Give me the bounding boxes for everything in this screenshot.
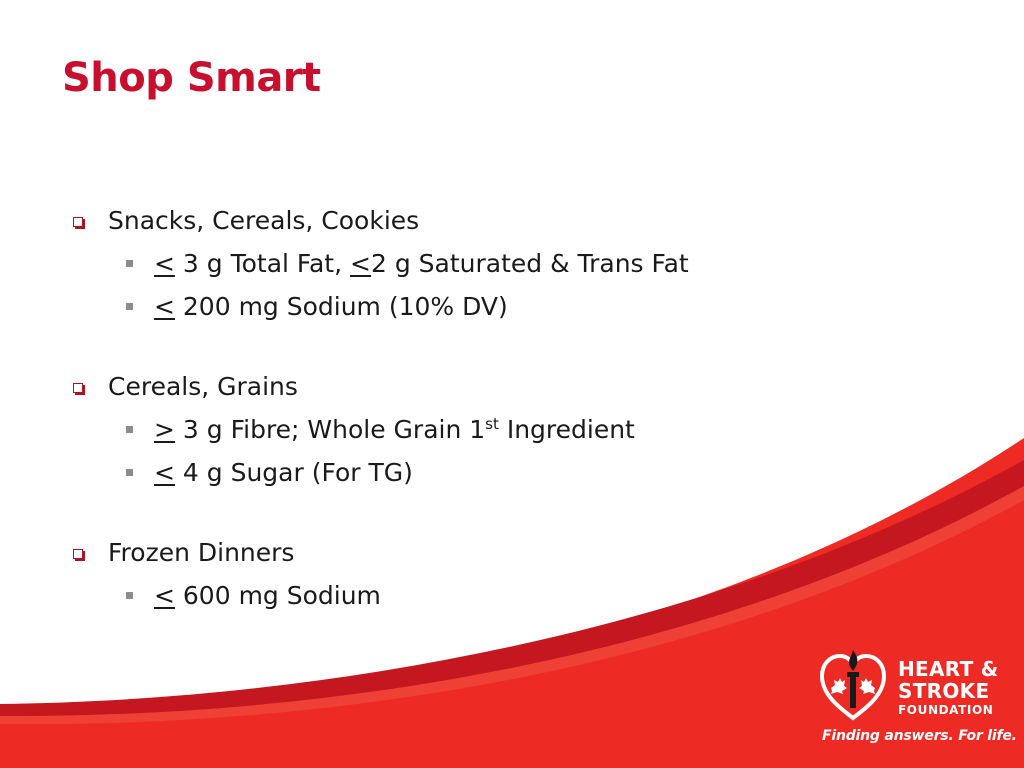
list-item-heading: Cereals, Grains [72,366,832,408]
hollow-square-bullet-icon [73,217,83,227]
logo-wordmark: HEART & STROKE FOUNDATION [898,658,999,718]
list-item: < 3 g Total Fat, <2 g Saturated & Trans … [72,242,832,285]
filled-square-bullet-icon [126,303,133,310]
comparison-symbol: < [154,249,175,278]
list-item-heading: Snacks, Cereals, Cookies [72,200,832,242]
section-cereals-grains: Cereals, Grains > 3 g Fibre; Whole Grain… [72,366,832,494]
item-text: 3 g Fibre; Whole Grain 1 [174,415,486,444]
section-heading: Cereals, Grains [108,372,298,401]
heart-and-stroke-logo: HEART & STROKE FOUNDATION Finding answer… [818,648,1017,748]
comparison-symbol: < [350,249,371,278]
item-text: 200 mg Sodium (10% DV) [174,292,508,321]
filled-square-bullet-icon [126,426,133,433]
logo-tagline: Finding answers. For life. [822,728,1017,744]
logo-line-stroke: STROKE [898,679,990,703]
hollow-square-bullet-icon [73,549,83,559]
list-item-heading: Frozen Dinners [72,532,832,574]
list-item: > 3 g Fibre; Whole Grain 1st Ingredient [72,408,832,451]
item-text: 4 g Sugar (For TG) [174,458,413,487]
filled-square-bullet-icon [126,592,133,599]
item-text: 2 g Saturated & Trans Fat [370,249,689,278]
comparison-symbol: < [154,581,175,610]
bullet-list: Snacks, Cereals, Cookies < 3 g Total Fat… [72,200,832,655]
filled-square-bullet-icon [126,469,133,476]
logo-line-foundation: FOUNDATION [898,703,994,717]
filled-square-bullet-icon [126,260,133,267]
comparison-symbol: > [154,415,175,444]
comparison-symbol: < [154,292,175,321]
list-item: < 600 mg Sodium [72,574,832,617]
section-snacks: Snacks, Cereals, Cookies < 3 g Total Fat… [72,200,832,328]
section-heading: Snacks, Cereals, Cookies [108,206,420,235]
superscript: st [485,415,499,433]
item-text: 600 mg Sodium [174,581,381,610]
comparison-symbol: < [154,458,175,487]
item-text: 3 g Total Fat, [174,249,351,278]
list-item: < 200 mg Sodium (10% DV) [72,285,832,328]
heart-torch-maple-leaf-logo [819,650,887,721]
list-item: < 4 g Sugar (For TG) [72,451,832,494]
section-frozen-dinners: Frozen Dinners < 600 mg Sodium [72,532,832,617]
slide-title: Shop Smart [62,55,321,101]
logo-line-heart: HEART & [898,657,999,681]
item-text: Ingredient [498,415,635,444]
hollow-square-bullet-icon [73,383,83,393]
section-heading: Frozen Dinners [108,538,295,567]
